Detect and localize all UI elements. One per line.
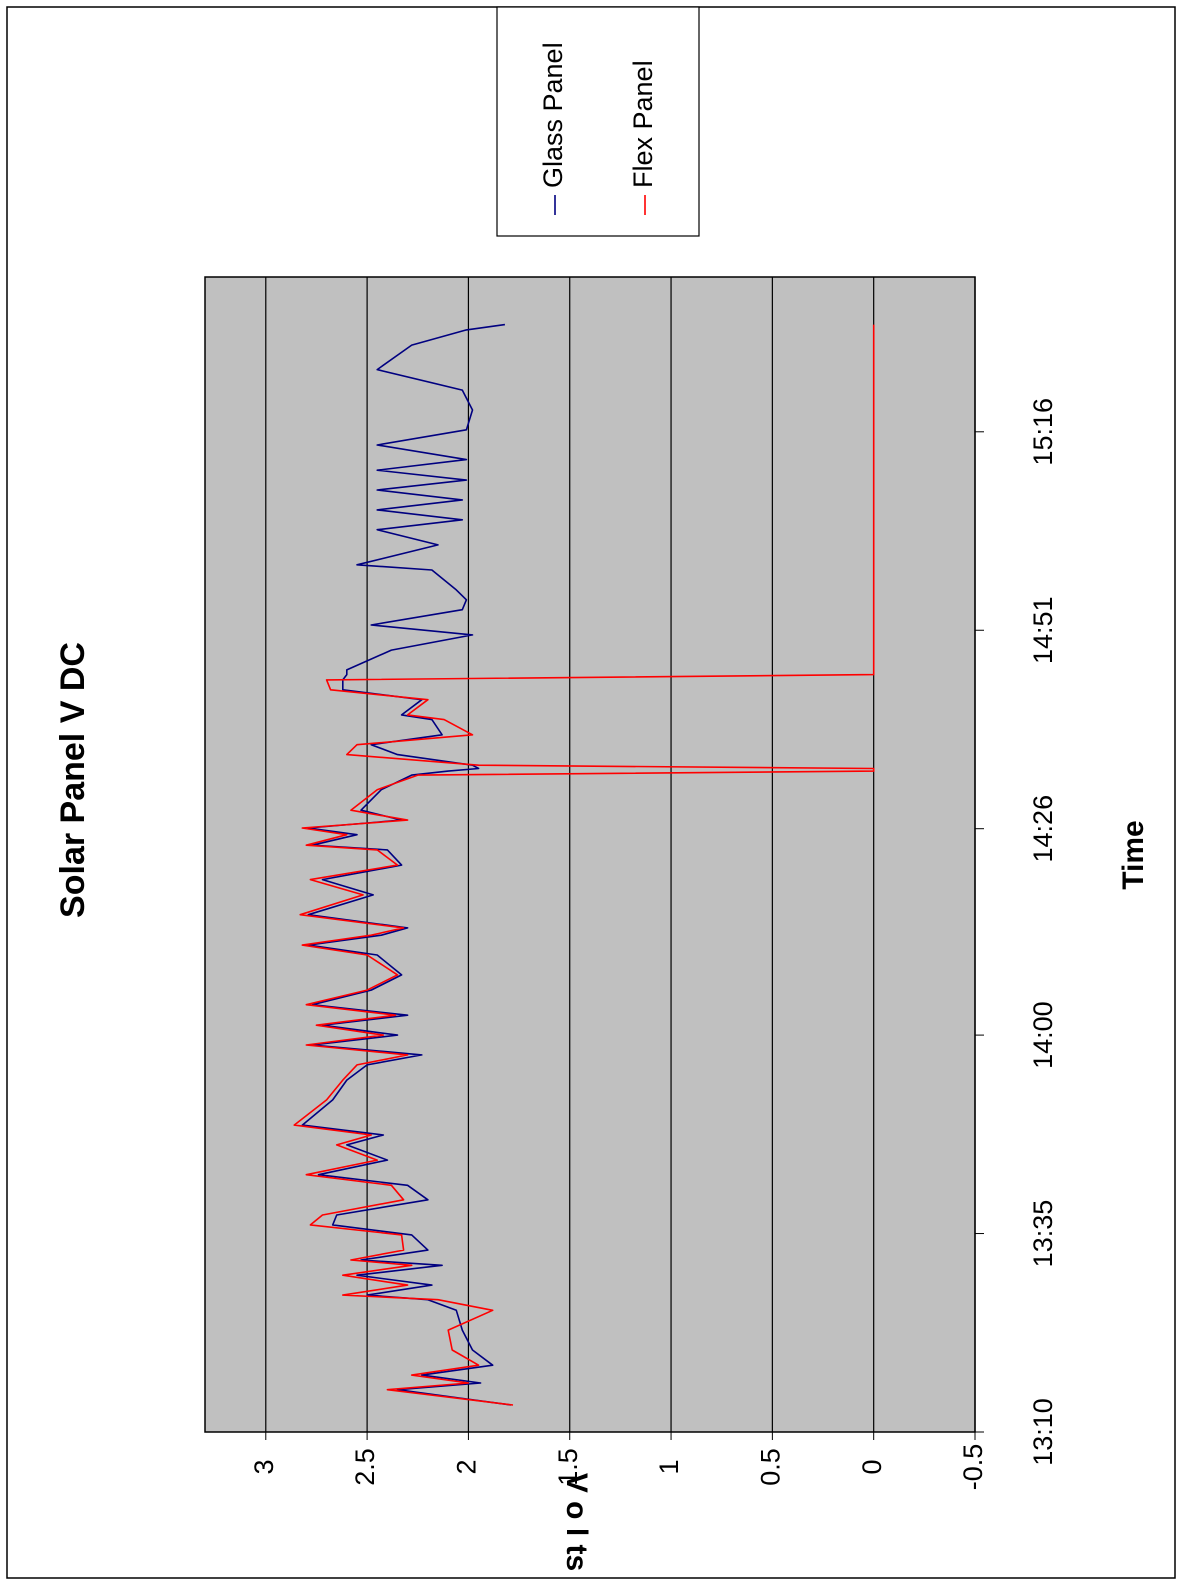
legend-label: Flex Panel (628, 60, 658, 188)
y-tick-label: 1.5 (553, 1448, 583, 1486)
legend-label: Glass Panel (538, 42, 568, 188)
data-line (293, 324, 875, 1406)
x-tick-label: 13:35 (1028, 1200, 1058, 1268)
x-tick-label: 15:16 (1028, 398, 1058, 466)
x-tick-label: 14:51 (1028, 596, 1058, 664)
y-tick-label: -0.5 (958, 1444, 988, 1491)
legend-box (496, 6, 700, 237)
chart-title: Solar Panel V DC (54, 642, 92, 918)
plot-area (204, 276, 976, 1433)
y-tick-label: 0.5 (755, 1448, 785, 1486)
x-tick-label: 14:26 (1028, 795, 1058, 863)
y-axis-title: V o l ts (560, 1473, 593, 1571)
y-tick-label: 1 (654, 1459, 684, 1474)
x-tick-label: 14:00 (1028, 1001, 1058, 1069)
x-axis-title: Time (1117, 820, 1150, 889)
y-tick-label: 0 (857, 1459, 887, 1474)
y-tick-label: 2.5 (350, 1448, 380, 1486)
x-tick-label: 13:10 (1028, 1398, 1058, 1466)
y-tick-label: 3 (249, 1459, 279, 1474)
y-tick-label: 2 (452, 1459, 482, 1474)
